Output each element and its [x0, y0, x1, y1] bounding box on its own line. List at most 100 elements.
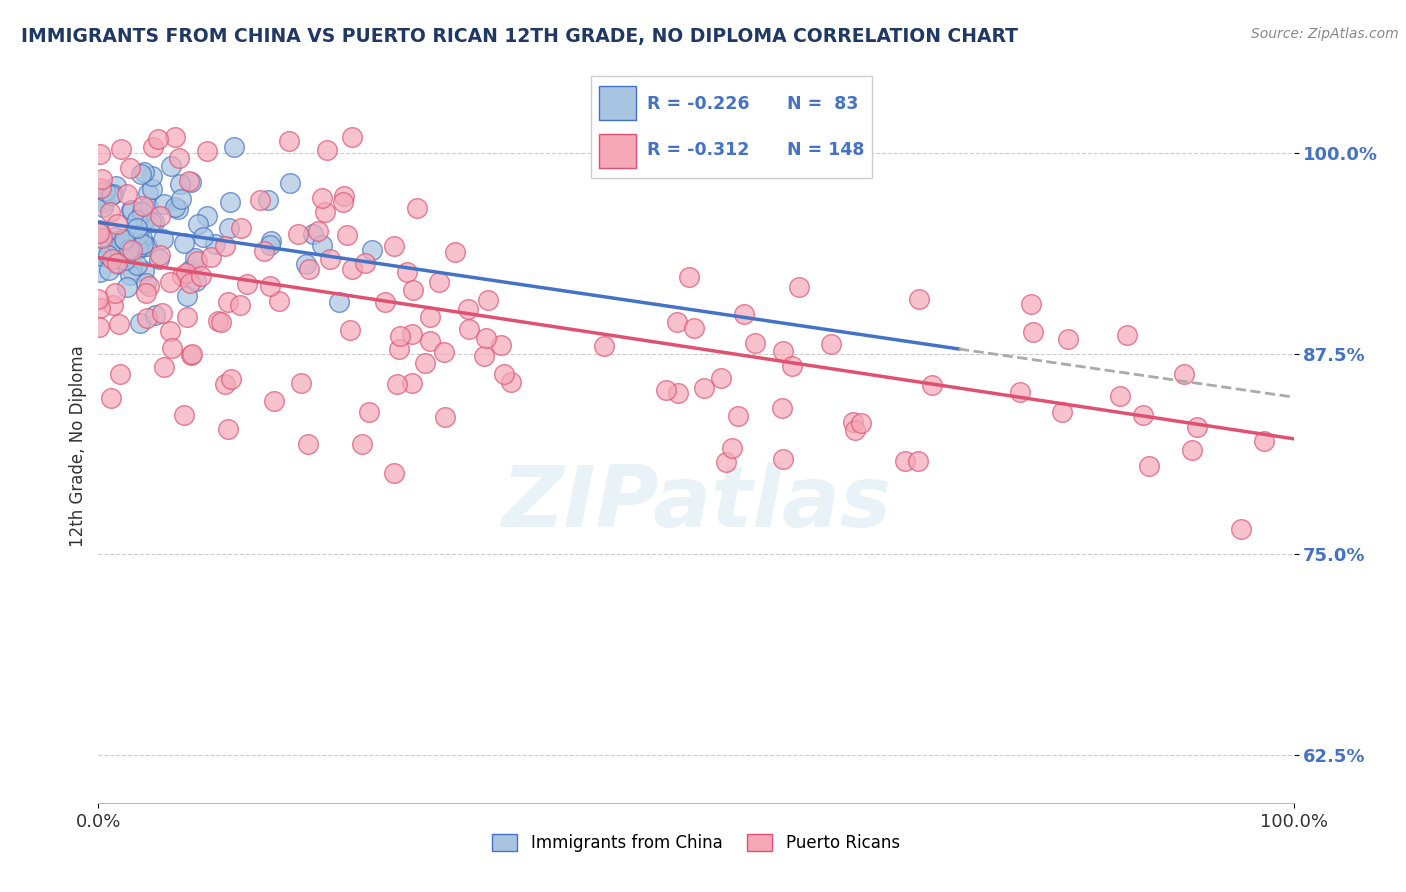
- Point: [499, 375, 522, 389]
- Point: [842, 415, 865, 429]
- Point: [374, 294, 396, 309]
- Point: [87, 292, 110, 306]
- Point: [165, 130, 187, 145]
- Point: [148, 252, 170, 266]
- Point: [494, 368, 516, 382]
- Point: [184, 252, 207, 266]
- Point: [87, 226, 110, 240]
- Point: [118, 268, 141, 282]
- Point: [214, 377, 236, 392]
- Point: [1253, 434, 1275, 448]
- Point: [772, 343, 794, 358]
- Point: [166, 202, 188, 217]
- Point: [179, 263, 201, 277]
- Point: [733, 307, 755, 321]
- Point: [302, 227, 325, 241]
- Point: [907, 454, 929, 468]
- Point: [131, 239, 153, 253]
- Point: [427, 275, 450, 289]
- Point: [269, 294, 291, 309]
- Point: [110, 142, 132, 156]
- Point: [134, 212, 156, 227]
- Point: [655, 383, 678, 397]
- Point: [195, 209, 218, 223]
- Point: [219, 194, 242, 209]
- Point: [159, 159, 181, 173]
- Point: [714, 455, 737, 469]
- Point: [121, 203, 143, 218]
- Point: [93, 192, 115, 206]
- Point: [710, 371, 733, 385]
- Point: [340, 261, 363, 276]
- Point: [295, 257, 318, 271]
- Point: [142, 140, 165, 154]
- Point: [177, 174, 200, 188]
- Point: [136, 186, 159, 200]
- Point: [472, 349, 495, 363]
- Point: [222, 139, 245, 153]
- Point: [97, 247, 120, 261]
- Y-axis label: 12th Grade, No Diploma: 12th Grade, No Diploma: [69, 345, 87, 547]
- Point: [820, 336, 842, 351]
- Point: [132, 237, 155, 252]
- Point: [167, 151, 190, 165]
- Point: [150, 306, 173, 320]
- Point: [100, 188, 122, 202]
- Point: [87, 223, 110, 237]
- Point: [131, 204, 153, 219]
- Point: [333, 189, 356, 203]
- Point: [217, 422, 239, 436]
- Point: [395, 265, 418, 279]
- Point: [207, 314, 229, 328]
- Point: [101, 298, 124, 312]
- Point: [134, 164, 156, 178]
- Point: [115, 280, 138, 294]
- Point: [489, 338, 512, 352]
- Point: [389, 329, 412, 343]
- Point: [104, 178, 127, 193]
- Point: [666, 385, 689, 400]
- Point: [121, 243, 143, 257]
- Point: [127, 241, 149, 255]
- Point: [190, 269, 212, 284]
- Point: [121, 263, 143, 277]
- Point: [217, 295, 239, 310]
- Point: [382, 466, 405, 480]
- Point: [141, 182, 163, 196]
- Text: Source: ZipAtlas.com: Source: ZipAtlas.com: [1251, 27, 1399, 41]
- Point: [108, 368, 131, 382]
- Point: [141, 169, 163, 183]
- Point: [153, 197, 176, 211]
- Text: ZIPatlas: ZIPatlas: [501, 461, 891, 545]
- Point: [105, 257, 128, 271]
- Point: [111, 238, 134, 252]
- Point: [93, 194, 115, 209]
- Point: [593, 339, 616, 353]
- Point: [382, 239, 405, 253]
- Point: [91, 231, 114, 245]
- Point: [120, 203, 142, 218]
- Point: [180, 348, 202, 362]
- Point: [149, 248, 172, 262]
- Point: [128, 317, 150, 331]
- Point: [173, 408, 195, 422]
- Point: [290, 376, 312, 391]
- Point: [260, 234, 283, 248]
- Point: [401, 327, 423, 342]
- Point: [336, 227, 359, 242]
- Point: [94, 184, 117, 198]
- Point: [181, 347, 204, 361]
- Point: [259, 279, 281, 293]
- Point: [101, 252, 124, 266]
- Point: [98, 205, 121, 219]
- Point: [297, 437, 319, 451]
- Point: [844, 423, 866, 437]
- Point: [770, 401, 793, 416]
- Point: [894, 453, 917, 467]
- Point: [187, 217, 209, 231]
- Point: [311, 237, 333, 252]
- Point: [406, 202, 429, 216]
- Text: N = 148: N = 148: [787, 141, 865, 159]
- Point: [359, 405, 381, 419]
- Point: [259, 238, 281, 252]
